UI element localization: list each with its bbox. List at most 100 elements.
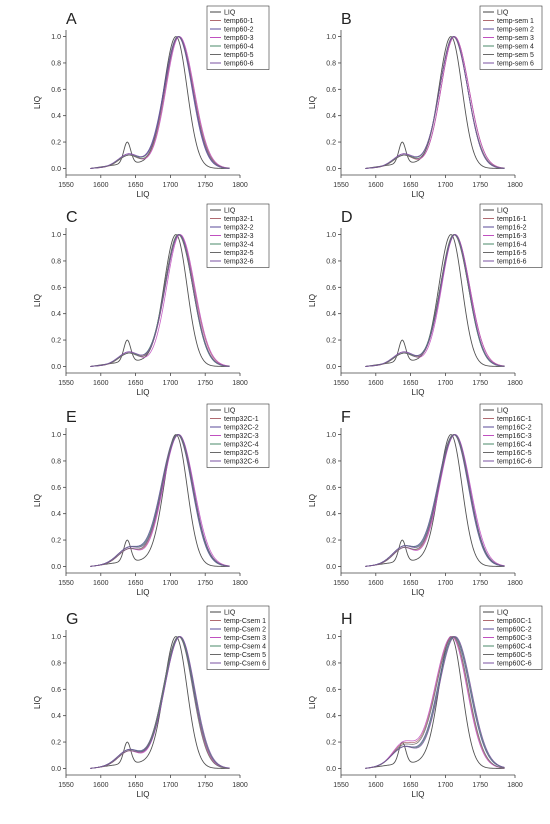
y-tick-label: 1.0 bbox=[51, 634, 61, 641]
x-tick-label: 1750 bbox=[472, 782, 488, 789]
x-tick-label: 1650 bbox=[128, 580, 144, 587]
x-tick-label: 1600 bbox=[368, 580, 384, 587]
x-tick-label: 1750 bbox=[472, 380, 488, 387]
series-line-temp16c-6 bbox=[365, 434, 505, 567]
x-tick-label: 1550 bbox=[333, 580, 349, 587]
y-tick-label: 1.0 bbox=[326, 34, 336, 41]
y-tick-label: 0.6 bbox=[51, 485, 61, 492]
legend-entry: temp16C-6 bbox=[497, 459, 532, 466]
y-axis-title: LIQ bbox=[308, 696, 317, 709]
series-line-liq bbox=[365, 636, 505, 769]
legend-entry: temp16-3 bbox=[497, 233, 527, 240]
panel-d: D 1550 1600 1650 1700 1750 1800 0.0 0.2 0.4 0.6 0.8… bbox=[308, 203, 543, 397]
y-tick-label: 0.2 bbox=[326, 538, 336, 545]
x-tick-label: 1800 bbox=[507, 580, 523, 587]
x-tick-label: 1800 bbox=[232, 380, 248, 387]
legend-entry: temp-Csem 5 bbox=[224, 652, 266, 659]
y-axis-title: LIQ bbox=[308, 96, 317, 109]
y-tick-label: 0.4 bbox=[326, 511, 336, 518]
y-tick-label: 0.6 bbox=[326, 87, 336, 94]
x-tick-label: 1700 bbox=[163, 782, 179, 789]
legend-entry: temp-Csem 1 bbox=[224, 618, 266, 625]
x-axis-title: LIQ bbox=[137, 190, 150, 199]
legend-entry: temp16C-3 bbox=[497, 433, 532, 440]
panel-f: F 1550 1600 1650 1700 1750 1800 0.0 0.2 0.4 0.6 0.8… bbox=[308, 403, 543, 597]
y-tick-label: 0.8 bbox=[326, 458, 336, 465]
y-tick-label: 0.8 bbox=[326, 258, 336, 265]
y-tick-label: 0.2 bbox=[326, 740, 336, 747]
legend-entry: temp32-4 bbox=[224, 242, 254, 249]
x-tick-label: 1800 bbox=[507, 182, 523, 189]
legend-entry: LIQ bbox=[224, 208, 236, 215]
y-tick-label: 0.6 bbox=[51, 285, 61, 292]
legend-entry: temp60C-4 bbox=[497, 644, 532, 651]
legend-entry: temp-sem 4 bbox=[497, 44, 534, 51]
x-tick-label: 1600 bbox=[93, 580, 109, 587]
y-tick-label: 0.8 bbox=[51, 458, 61, 465]
x-axis-title: LIQ bbox=[137, 388, 150, 397]
panel-g: G 1550 1600 1650 1700 1750 1800 0.0 0.2 0.4 0.6 0.8… bbox=[33, 605, 270, 799]
legend-entry: temp-Csem 2 bbox=[224, 627, 266, 634]
x-tick-label: 1650 bbox=[403, 580, 419, 587]
panel-label: E bbox=[66, 409, 77, 426]
legend-entry: LIQ bbox=[497, 610, 509, 617]
legend-entry: temp60-2 bbox=[224, 27, 254, 34]
panel-b: B 1550 1600 1650 1700 1750 1800 0.0 0.2 0.4 0.6 0.8… bbox=[308, 5, 543, 199]
y-tick-label: 1.0 bbox=[326, 232, 336, 239]
y-tick-label: 0.2 bbox=[326, 338, 336, 345]
legend-entry: temp32C-4 bbox=[224, 442, 259, 449]
x-tick-label: 1800 bbox=[507, 380, 523, 387]
series-line-liq bbox=[365, 234, 505, 367]
y-tick-label: 0.6 bbox=[51, 687, 61, 694]
panel-c: C 1550 1600 1650 1700 1750 1800 0.0 0.2 0.4 0.6 0.8… bbox=[33, 203, 270, 397]
series-line-liq bbox=[90, 434, 230, 567]
panel-a: A 1550 1600 1650 1700 1750 1800 0.0 0.2 0.4 0.6 0.8… bbox=[33, 5, 270, 199]
y-tick-label: 0.4 bbox=[51, 511, 61, 518]
y-tick-label: 0.2 bbox=[51, 538, 61, 545]
y-tick-label: 0.0 bbox=[51, 564, 61, 571]
panel-h: H 1550 1600 1650 1700 1750 1800 0.0 0.2 0.4 0.6 0.8… bbox=[308, 605, 543, 799]
y-tick-label: 0.8 bbox=[51, 258, 61, 265]
panel-label: B bbox=[341, 11, 352, 28]
legend-entry: temp60C-1 bbox=[497, 618, 532, 625]
x-axis-title: LIQ bbox=[412, 588, 425, 597]
y-tick-label: 0.4 bbox=[326, 713, 336, 720]
x-tick-label: 1550 bbox=[58, 182, 74, 189]
y-tick-label: 0.0 bbox=[326, 364, 336, 371]
x-tick-label: 1650 bbox=[128, 380, 144, 387]
legend-entry: temp60C-3 bbox=[497, 635, 532, 642]
legend-entry: temp16-5 bbox=[497, 250, 527, 257]
y-tick-label: 1.0 bbox=[51, 232, 61, 239]
x-tick-label: 1550 bbox=[58, 580, 74, 587]
legend-entry: temp32C-6 bbox=[224, 459, 259, 466]
x-tick-label: 1600 bbox=[368, 782, 384, 789]
series-line-temp60c-6 bbox=[365, 636, 505, 769]
legend-entry: LIQ bbox=[497, 408, 509, 415]
y-tick-label: 0.0 bbox=[326, 564, 336, 571]
panel-label: G bbox=[66, 611, 78, 628]
legend: LIQtemp32C-1temp32C-2temp32C-3temp32C-4t… bbox=[206, 403, 270, 468]
y-tick-label: 0.4 bbox=[51, 713, 61, 720]
panel-label: D bbox=[341, 209, 353, 226]
x-tick-label: 1750 bbox=[197, 182, 213, 189]
y-tick-label: 1.0 bbox=[326, 634, 336, 641]
legend-entry: temp16-1 bbox=[497, 216, 527, 223]
legend-entry: temp-Csem 4 bbox=[224, 644, 266, 651]
x-tick-label: 1650 bbox=[403, 380, 419, 387]
y-tick-label: 0.8 bbox=[51, 60, 61, 67]
x-tick-label: 1750 bbox=[197, 580, 213, 587]
x-tick-label: 1700 bbox=[163, 580, 179, 587]
y-tick-label: 0.4 bbox=[51, 113, 61, 120]
panel-label: A bbox=[66, 11, 77, 28]
panel-label: H bbox=[341, 611, 353, 628]
legend-entry: temp16C-2 bbox=[497, 425, 532, 432]
legend-entry: LIQ bbox=[497, 10, 509, 17]
legend-entry: LIQ bbox=[224, 610, 236, 617]
y-axis-title: LIQ bbox=[308, 494, 317, 507]
y-tick-label: 0.0 bbox=[51, 166, 61, 173]
y-tick-label: 0.8 bbox=[326, 60, 336, 67]
legend-entry: temp16C-5 bbox=[497, 450, 532, 457]
x-tick-label: 1800 bbox=[507, 782, 523, 789]
y-tick-label: 0.2 bbox=[51, 140, 61, 147]
legend-entry: temp60C-2 bbox=[497, 627, 532, 634]
